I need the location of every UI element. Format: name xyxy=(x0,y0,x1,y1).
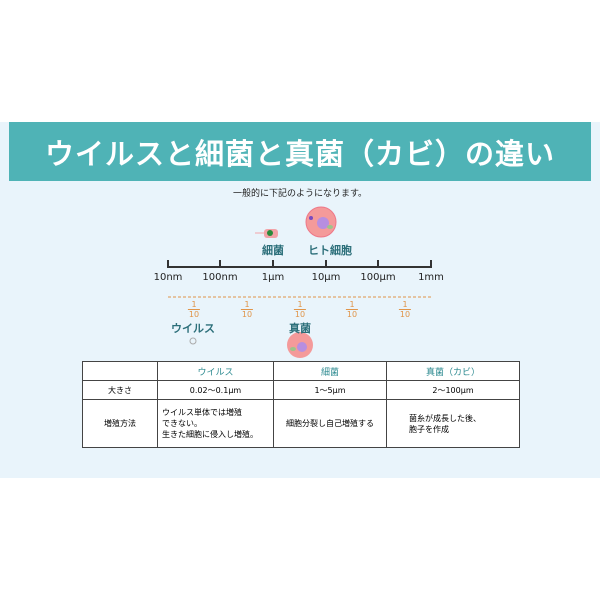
axis-ticks xyxy=(167,260,432,267)
subtitle: 一般的に下記のようになります。 xyxy=(232,189,368,199)
table-cell: 大きさ xyxy=(82,380,158,400)
table-header-row: ウイルス 細菌 真菌（カビ） xyxy=(82,361,520,381)
human-cell-icon xyxy=(305,206,337,238)
table-row: 増殖方法 ウイルス単体では増殖 できない。 生きた細胞に侵入し増殖。 細胞分裂し… xyxy=(82,399,520,448)
label-fungus: 真菌 xyxy=(289,322,311,335)
tick-label: 100μm xyxy=(360,272,396,283)
fraction-label: 1 10 xyxy=(293,300,307,319)
label-bacteria: 細菌 xyxy=(262,244,284,257)
fraction-label: 1 10 xyxy=(398,300,412,319)
tick-label: 1μm xyxy=(261,272,285,283)
comparison-table: ウイルス 細菌 真菌（カビ） 大きさ 0.02〜0.1μm 1〜5μm 2〜10… xyxy=(82,361,520,448)
table-cell: 1〜5μm xyxy=(273,380,387,400)
table-cell: 菌糸が成長した後、 胞子を作成 xyxy=(386,399,520,448)
table-header xyxy=(82,361,158,381)
label-virus: ウイルス xyxy=(171,322,215,335)
fungus-icon xyxy=(287,332,313,358)
table-cell: 0.02〜0.1μm xyxy=(157,380,274,400)
table-row: 大きさ 0.02〜0.1μm 1〜5μm 2〜100μm xyxy=(82,380,520,400)
tick-label: 100nm xyxy=(202,272,238,283)
table-cell: 細胞分裂し自己増殖する xyxy=(273,399,387,448)
tick-label: 10nm xyxy=(153,272,183,283)
virus-icon xyxy=(189,337,197,345)
table-header: ウイルス xyxy=(157,361,274,381)
tick-label: 1mm xyxy=(418,272,444,283)
fraction-label: 1 10 xyxy=(240,300,254,319)
tick-label: 10μm xyxy=(311,272,341,283)
table-cell: ウイルス単体では増殖 できない。 生きた細胞に侵入し増殖。 xyxy=(157,399,274,448)
table-header: 真菌（カビ） xyxy=(386,361,520,381)
table-header: 細菌 xyxy=(273,361,387,381)
table-cell: 2〜100μm xyxy=(386,380,520,400)
fraction-label: 1 10 xyxy=(187,300,201,319)
page-title: ウイルスと細菌と真菌（カビ）の違い xyxy=(9,122,591,181)
label-human-cell: ヒト細胞 xyxy=(308,244,352,257)
bacteria-icon xyxy=(255,229,278,238)
table-cell: 増殖方法 xyxy=(82,399,158,448)
fraction-label: 1 10 xyxy=(345,300,359,319)
